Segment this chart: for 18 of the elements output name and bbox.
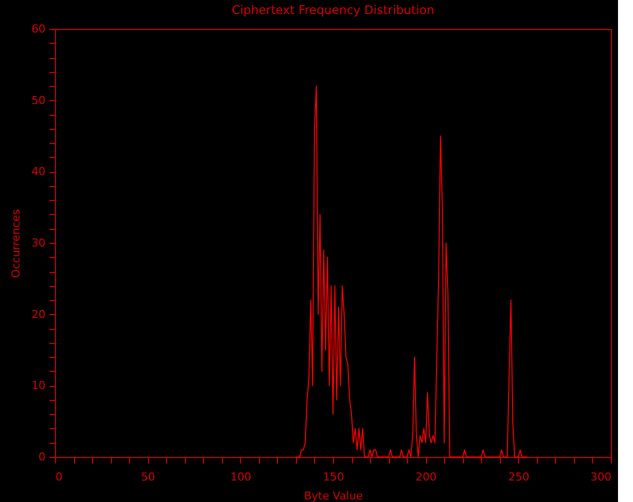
y-tick-label: 50 — [32, 94, 46, 107]
x-tick-label: 100 — [230, 470, 252, 484]
x-tick-label: 50 — [141, 470, 156, 484]
x-axis-title: Byte Value — [304, 490, 364, 502]
x-tick-label: 300 — [590, 470, 612, 484]
line-series — [295, 86, 528, 458]
y-axis-title: Occurrences — [10, 208, 23, 278]
y-tick-label: 0 — [38, 450, 46, 464]
y-tick-label: 10 — [32, 379, 46, 392]
y-tick-label: 20 — [32, 308, 46, 321]
chart-title: Ciphertext Frequency Distribution — [232, 3, 434, 17]
x-tick-label: 250 — [508, 470, 530, 484]
y-tick-label: 40 — [32, 165, 46, 178]
y-tick-label: 60 — [32, 22, 46, 36]
x-tick-label: 0 — [56, 470, 62, 484]
x-tick-label: 150 — [323, 470, 344, 484]
y-tick-label: 30 — [32, 236, 46, 250]
x-tick-label: 200 — [416, 470, 437, 484]
